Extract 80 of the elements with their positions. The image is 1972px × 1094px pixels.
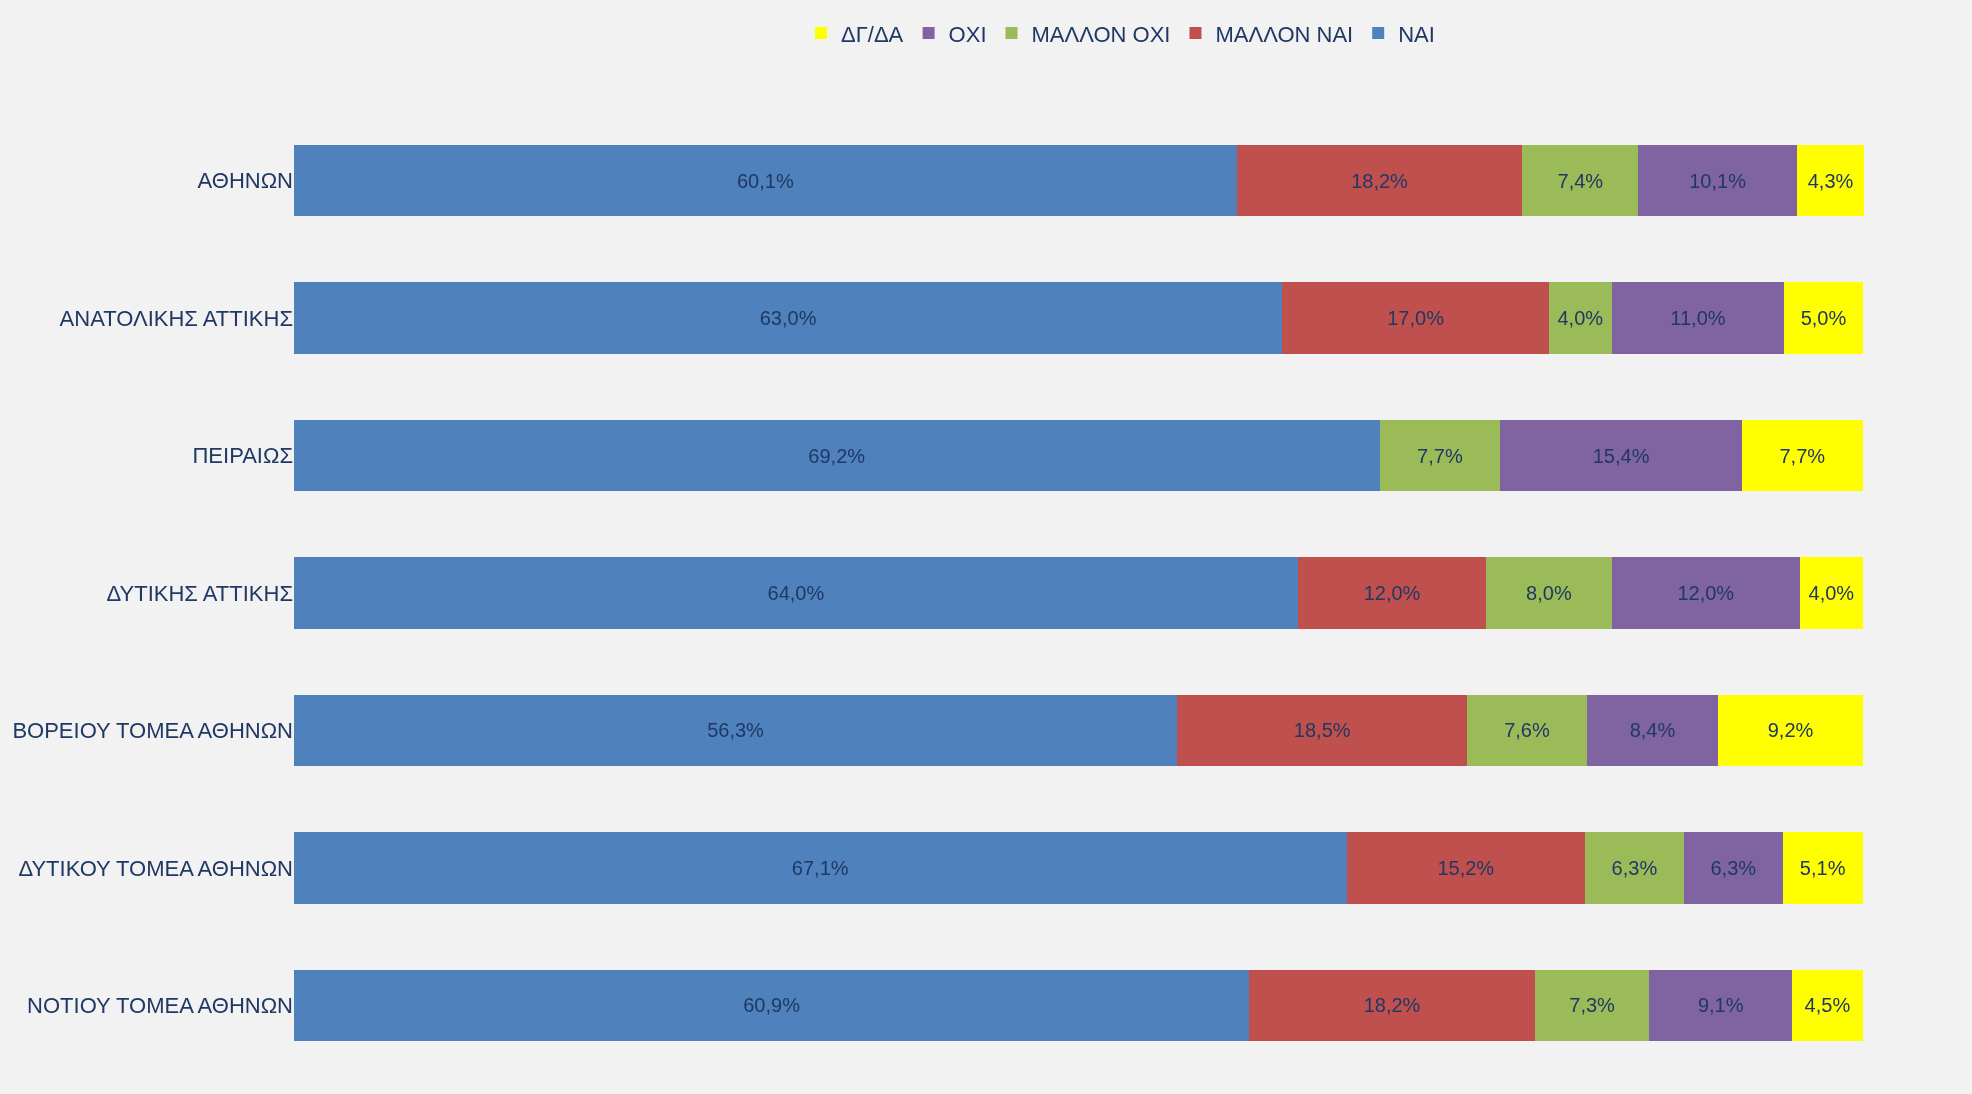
data-label: 6,3%: [1710, 856, 1757, 879]
bar: [1236, 144, 1523, 217]
data-label: 7,7%: [1417, 444, 1463, 467]
bar: [1586, 694, 1719, 767]
legend-label: ΜΑΛΛΟΝ ΝΑΙ: [1215, 21, 1354, 47]
legend-label: ΜΑΛΛΟΝ ΟΧΙ: [1031, 21, 1171, 47]
y-tick-label: ΝΟΤΙΟΥ ΤΟΜΕΑ ΑΘΗΝΩΝ: [27, 992, 293, 1018]
data-label: 7,3%: [1569, 994, 1616, 1017]
data-label: 7,7%: [1779, 444, 1826, 467]
bar: [1522, 144, 1639, 217]
data-label: 9,2%: [1767, 719, 1814, 742]
bar: [1486, 557, 1612, 629]
bar: [294, 832, 1347, 904]
legend-label: ΝΑΙ: [1398, 21, 1435, 47]
y-tick-label: ΔΥΤΙΚΗΣ ΑΤΤΙΚΗΣ: [106, 580, 293, 606]
y-tick-label: ΒΟΡΕΙΟΥ ΤΟΜΕΑ ΑΘΗΝΩΝ: [12, 718, 293, 744]
bar: [1649, 969, 1793, 1042]
bar: [1800, 557, 1863, 629]
data-label: 67,1%: [791, 856, 849, 879]
data-label: 6,3%: [1611, 856, 1658, 879]
y-tick-label: ΑΝΑΤΟΛΙΚΗΣ ΑΤΤΙΚΗΣ: [59, 305, 293, 331]
bar: [1792, 969, 1863, 1042]
y-tick-label: ΑΘΗΝΩΝ: [197, 168, 293, 194]
data-label: 15,2%: [1437, 856, 1495, 879]
legend-label: ΔΓ/ΔΑ: [841, 21, 904, 47]
bar: [1638, 144, 1797, 217]
bar: [294, 144, 1237, 217]
bar: [1298, 557, 1487, 629]
data-label: 7,6%: [1504, 719, 1550, 742]
data-label: 4,5%: [1804, 994, 1851, 1017]
data-label: 17,0%: [1387, 307, 1445, 330]
bar: [1611, 557, 1801, 629]
data-label: 5,0%: [1800, 307, 1847, 330]
data-label: 8,4%: [1629, 719, 1676, 742]
data-label: 4,3%: [1807, 169, 1854, 192]
bar: [1549, 282, 1612, 354]
data-label: 18,2%: [1351, 169, 1409, 192]
data-label: 15,4%: [1592, 444, 1650, 467]
bar: [1249, 969, 1535, 1042]
data-label: 56,3%: [707, 719, 765, 742]
bar: [1784, 282, 1863, 354]
bar: [1796, 144, 1865, 217]
data-label: 9,1%: [1697, 994, 1744, 1017]
bar: [1683, 832, 1783, 904]
y-tick-label: ΔΥΤΙΚΟΥ ΤΟΜΕΑ ΑΘΗΝΩΝ: [18, 855, 293, 881]
bar: [1611, 282, 1785, 354]
bar: [1177, 694, 1468, 767]
data-label: 10,1%: [1689, 169, 1747, 192]
bar: [1282, 282, 1550, 354]
data-label: 4,0%: [1557, 307, 1604, 330]
bar: [1782, 832, 1863, 904]
bar: [294, 419, 1380, 492]
bar: [294, 694, 1178, 767]
bar: [1718, 694, 1863, 767]
y-tick-label: ΠΕΙΡΑΙΩΣ: [192, 443, 293, 469]
data-label: 12,0%: [1677, 582, 1735, 604]
bar: [1346, 832, 1586, 904]
data-label: 8,0%: [1526, 582, 1572, 604]
data-label: 4,0%: [1808, 582, 1855, 604]
bar: [294, 557, 1299, 629]
data-label: 18,5%: [1293, 719, 1351, 742]
data-label: 64,0%: [767, 582, 825, 604]
data-label: 12,0%: [1363, 582, 1421, 604]
bar: [1585, 832, 1684, 904]
bar: [294, 282, 1283, 354]
bar: [1534, 969, 1650, 1042]
bar: [1500, 419, 1742, 492]
data-label: 11,0%: [1670, 307, 1726, 330]
data-label: 5,1%: [1799, 856, 1846, 879]
data-label: 18,2%: [1363, 994, 1421, 1017]
data-label: 69,2%: [808, 444, 866, 467]
legend-label: ΟΧΙ: [948, 21, 987, 47]
data-label: 63,0%: [759, 307, 817, 330]
bar: [1379, 419, 1501, 492]
bar: [294, 969, 1250, 1042]
data-label: 60,9%: [743, 994, 801, 1017]
bar: [1741, 419, 1863, 492]
data-label: 7,4%: [1557, 169, 1604, 192]
data-label: 60,1%: [736, 169, 794, 192]
bar: [1467, 694, 1587, 767]
